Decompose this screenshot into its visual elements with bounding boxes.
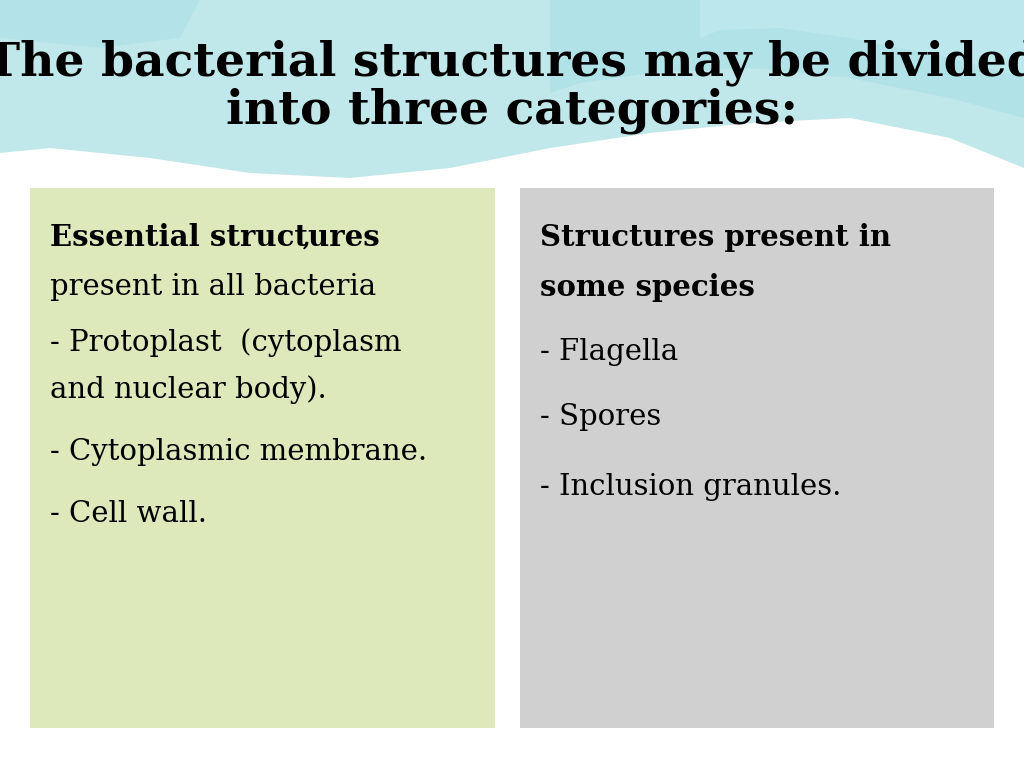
Text: - Flagella: - Flagella bbox=[540, 338, 678, 366]
Text: :: : bbox=[691, 273, 701, 301]
Text: - Spores: - Spores bbox=[540, 403, 662, 431]
Polygon shape bbox=[700, 0, 1024, 78]
Polygon shape bbox=[550, 0, 1024, 118]
Text: Essential structures: Essential structures bbox=[50, 223, 380, 252]
Text: present in all bacteria: present in all bacteria bbox=[50, 273, 376, 301]
Text: ,: , bbox=[302, 223, 311, 251]
Text: some species: some species bbox=[540, 273, 755, 302]
FancyBboxPatch shape bbox=[520, 188, 994, 728]
Text: The bacterial structures may be divided: The bacterial structures may be divided bbox=[0, 40, 1024, 86]
Text: - Inclusion granules.: - Inclusion granules. bbox=[540, 473, 842, 501]
Text: Structures present in: Structures present in bbox=[540, 223, 891, 252]
FancyBboxPatch shape bbox=[30, 188, 495, 728]
Polygon shape bbox=[0, 0, 1024, 178]
Text: - Protoplast  (cytoplasm: - Protoplast (cytoplasm bbox=[50, 328, 401, 357]
Text: and nuclear body).: and nuclear body). bbox=[50, 375, 327, 404]
Text: - Cytoplasmic membrane.: - Cytoplasmic membrane. bbox=[50, 438, 427, 466]
Polygon shape bbox=[0, 0, 200, 48]
Text: into three categories:: into three categories: bbox=[226, 88, 798, 134]
Text: - Cell wall.: - Cell wall. bbox=[50, 500, 207, 528]
